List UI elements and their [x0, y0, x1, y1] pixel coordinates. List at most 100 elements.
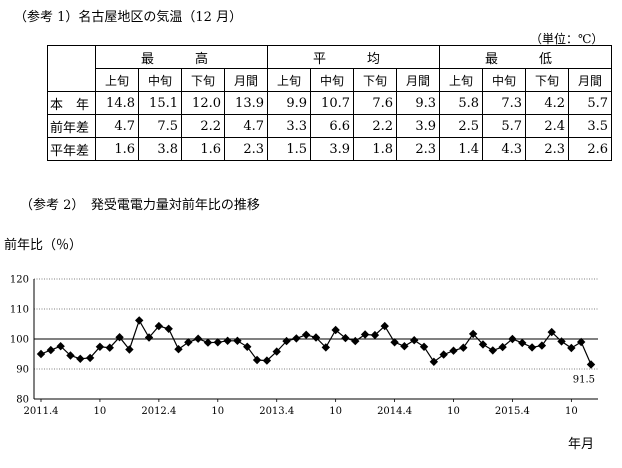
subheader-cell: 上旬 [267, 68, 311, 92]
data-point [311, 333, 321, 342]
data-point [154, 321, 164, 331]
data-point [400, 342, 409, 351]
table-cell: 2.3 [224, 137, 268, 161]
y-tick-label: 80 [16, 395, 29, 406]
data-point [419, 342, 429, 351]
table-cell: 3.8 [138, 137, 182, 161]
data-point [459, 343, 468, 352]
group-header-avg: 平 均 [267, 45, 440, 69]
table-row: 本 年 14.8 15.1 12.0 13.9 9.9 10.7 7.6 9.3… [47, 91, 612, 115]
table-corner-cell [47, 68, 96, 92]
y-tick-label: 100 [10, 335, 29, 346]
table-cell: 4.2 [525, 91, 569, 115]
table-cell: 4.7 [224, 114, 268, 138]
subheader-cell: 中旬 [310, 68, 354, 92]
data-point [360, 330, 370, 339]
data-point [341, 333, 350, 343]
data-point [223, 336, 232, 345]
data-point [429, 357, 439, 366]
data-point [537, 341, 547, 350]
data-point [125, 345, 134, 354]
data-point [105, 343, 114, 352]
table-cell: 2.6 [568, 137, 612, 161]
data-point [498, 342, 507, 352]
table-cell: 1.8 [353, 137, 397, 161]
table-cell: 7.5 [138, 114, 182, 138]
data-point [36, 349, 46, 359]
table-row: 平年差 1.6 3.8 1.6 2.3 1.5 3.9 1.8 2.3 1.4 … [47, 137, 612, 161]
data-point [164, 324, 173, 333]
table-cell: 2.2 [181, 114, 225, 138]
subheader-cell: 下旬 [181, 68, 225, 92]
table-cell: 13.9 [224, 91, 268, 115]
table-cell: 7.3 [482, 91, 526, 115]
table-cell: 10.7 [310, 91, 354, 115]
y-tick-label: 120 [10, 275, 29, 286]
table-row: 前年差 4.7 7.5 2.2 4.7 3.3 6.6 2.2 3.9 2.5 … [47, 114, 612, 138]
table-cell: 5.7 [482, 114, 526, 138]
data-point [380, 321, 389, 331]
last-point-label: 91.5 [573, 375, 595, 386]
data-point [135, 316, 144, 325]
data-point [66, 351, 75, 360]
data-point [518, 338, 527, 348]
data-point [468, 329, 478, 339]
data-point [410, 336, 419, 345]
x-tick-label: 2013.4 [259, 406, 294, 417]
data-point [115, 333, 124, 342]
table-cell: 7.6 [353, 91, 397, 115]
y-tick-label: 110 [10, 305, 29, 316]
data-point [390, 338, 399, 347]
series-layer [36, 316, 596, 369]
data-point [174, 345, 183, 354]
data-point [508, 334, 517, 344]
data-point [576, 337, 586, 347]
ref2-title: （参考 2） 発受電電力量対前年比の推移 [20, 198, 260, 213]
data-point [567, 343, 576, 353]
subheader-cell: 上旬 [439, 68, 483, 92]
row-label: 本 年 [47, 91, 96, 115]
table-cell: 3.9 [396, 114, 440, 138]
data-point [321, 343, 331, 352]
table-cell: 4.3 [482, 137, 526, 161]
table-group-header-row: 最 高 平 均 最 低 [47, 45, 612, 69]
data-point [95, 342, 105, 351]
table-cell: 2.5 [439, 114, 483, 138]
x-tick-label: 2014.4 [377, 406, 412, 417]
data-point [203, 338, 213, 347]
data-point [144, 333, 154, 342]
data-point [449, 346, 458, 355]
x-tick-label: 10 [329, 406, 342, 417]
table-cell: 5.8 [439, 91, 483, 115]
table-cell: 2.2 [353, 114, 397, 138]
y-axis-label: 前年比（％） [4, 238, 83, 253]
series-line [40, 318, 592, 365]
row-label: 平年差 [47, 137, 96, 161]
data-point [272, 347, 281, 356]
x-tick-label: 10 [447, 406, 460, 417]
table-cell: 1.5 [267, 137, 311, 161]
subheader-cell: 下旬 [525, 68, 569, 92]
data-point [488, 346, 497, 355]
table-cell: 15.1 [138, 91, 182, 115]
subheader-cell: 中旬 [138, 68, 182, 92]
data-point [282, 336, 291, 346]
table-cell: 1.6 [95, 137, 139, 161]
subheader-cell: 下旬 [353, 68, 397, 92]
ref1-title: （参考 1）名古屋地区の気温（12 月） [14, 10, 243, 25]
grid-layer [34, 278, 598, 370]
data-point [478, 340, 488, 349]
table-cell: 2.4 [525, 114, 569, 138]
x-tick-label: 2012.4 [141, 406, 176, 417]
table-cell: 9.3 [396, 91, 440, 115]
data-point [85, 353, 95, 363]
data-point [56, 342, 65, 351]
group-header-min: 最 低 [439, 45, 612, 69]
x-tick-label: 2015.4 [495, 406, 530, 417]
subheader-cell: 月間 [396, 68, 440, 92]
data-point [243, 342, 252, 351]
data-point [76, 354, 85, 363]
unit-label: （単位：℃） [530, 32, 604, 46]
table-cell: 5.7 [568, 91, 612, 115]
x-tick-label: 10 [211, 406, 224, 417]
